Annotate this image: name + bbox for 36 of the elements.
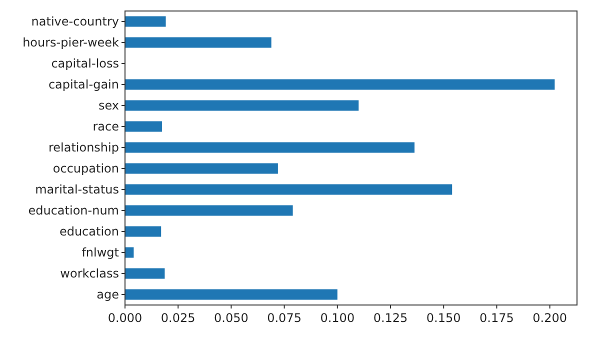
bar: [125, 142, 415, 153]
y-tick-label: sex: [98, 98, 119, 113]
bar: [125, 100, 359, 111]
x-tick-label: 0.200: [532, 311, 567, 325]
x-tick-label: 0.150: [426, 311, 461, 325]
bar: [125, 268, 165, 279]
y-tick-label: capital-loss: [51, 56, 119, 71]
bar: [125, 226, 162, 237]
y-tick-label: workclass: [60, 266, 119, 281]
y-tick-label: marital-status: [35, 182, 119, 197]
y-tick-label: hours-pier-week: [22, 36, 120, 50]
y-tick-label: fnlwgt: [82, 246, 120, 260]
x-tick-label: 0.000: [108, 311, 142, 325]
y-tick-label: relationship: [48, 140, 119, 155]
bar: [125, 289, 338, 300]
y-tick-label: education-num: [28, 204, 119, 218]
bar: [125, 205, 293, 216]
x-tick-label: 0.100: [320, 311, 355, 325]
x-tick-label: 0.050: [214, 311, 248, 325]
y-tick-label: race: [92, 120, 119, 134]
bar: [125, 163, 278, 174]
y-tick-label: capital-gain: [48, 78, 119, 92]
x-tick-label: 0.175: [480, 311, 514, 325]
bar: [125, 121, 162, 132]
bar: [125, 247, 134, 258]
x-tick-label: 0.075: [267, 311, 302, 325]
y-tick-label: age: [96, 288, 119, 302]
y-tick-label: education: [59, 224, 119, 239]
x-tick-label: 0.125: [373, 311, 408, 325]
bar: [125, 184, 452, 195]
y-tick-label: occupation: [52, 162, 119, 176]
bar: [125, 37, 272, 48]
x-tick-label: 0.025: [160, 311, 196, 325]
bar: [125, 16, 166, 27]
bar: [125, 79, 555, 90]
y-tick-label: native-country: [31, 14, 119, 29]
